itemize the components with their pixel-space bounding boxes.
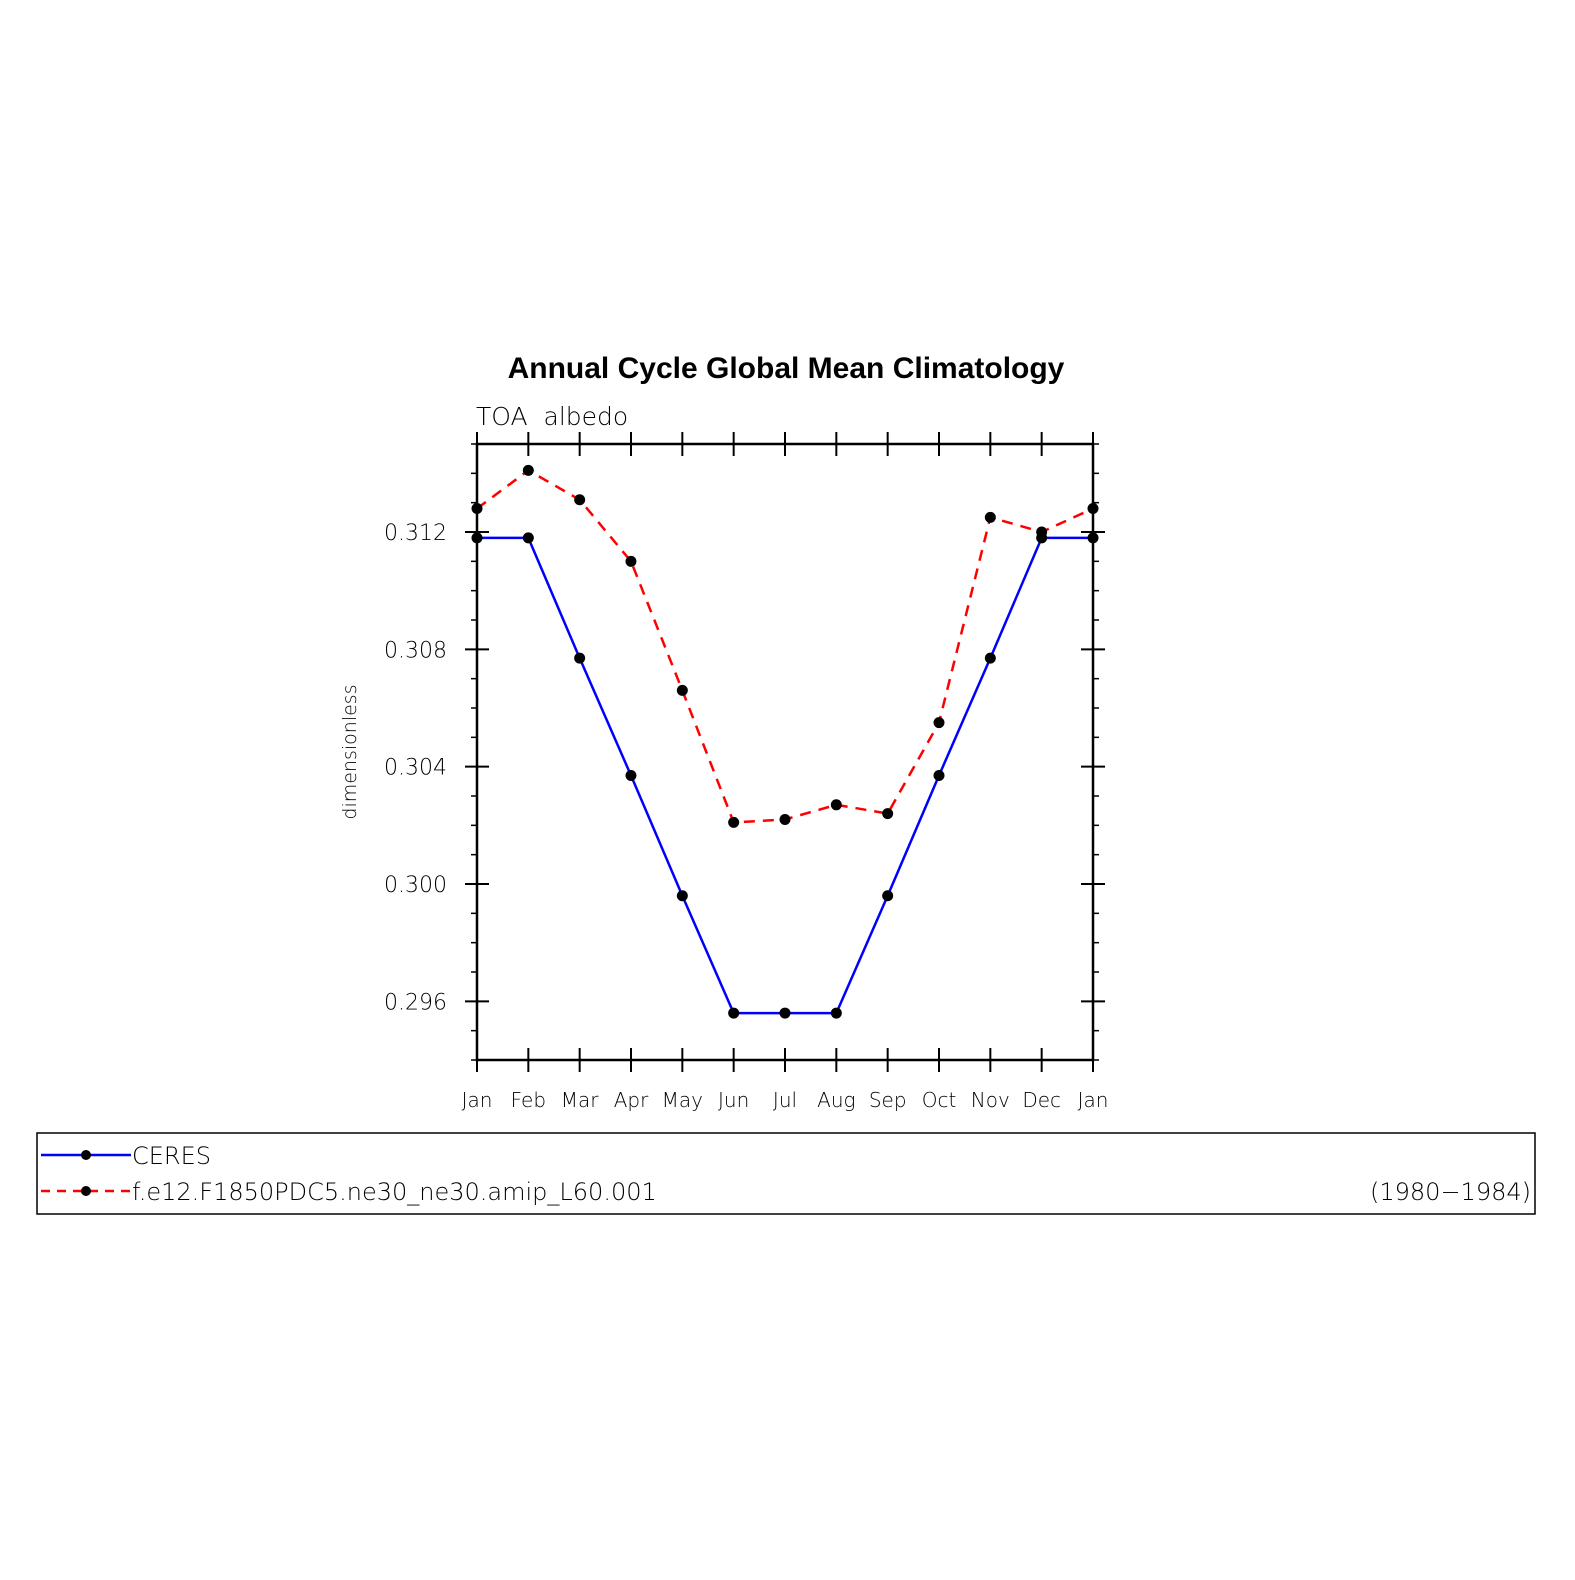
x-tick-label: Sep — [869, 1088, 907, 1112]
x-tick-label: Mar — [561, 1088, 600, 1112]
series-1-point — [522, 464, 534, 476]
x-tick-label: May — [662, 1088, 703, 1112]
legend-marker-ceres — [81, 1150, 91, 1160]
series-0-point — [522, 532, 534, 544]
series-1-point — [779, 813, 791, 825]
x-tick-label: Jan — [462, 1088, 493, 1112]
series-1-point — [728, 816, 740, 828]
x-tick-label: Jun — [718, 1088, 749, 1112]
series-0-point — [676, 890, 688, 902]
x-tick-label: Feb — [511, 1088, 546, 1112]
series-0-point — [933, 769, 945, 781]
x-tick-label: Aug — [817, 1088, 855, 1112]
chart-title: Annual Cycle Global Mean Climatology — [508, 352, 1065, 385]
series-0-point — [471, 532, 483, 544]
legend-marker-model — [81, 1186, 91, 1196]
series-0-point — [574, 652, 586, 664]
legend: CERES f.e12.F1850PDC5.ne30_ne30.amip_L60… — [36, 1132, 1536, 1215]
series-1-point — [1087, 503, 1099, 515]
series-1-point — [574, 494, 586, 506]
series-0-point — [830, 1007, 842, 1019]
series-group — [471, 464, 1099, 1019]
x-tick-label: Dec — [1022, 1088, 1061, 1112]
x-tick-label: Jan — [1078, 1088, 1109, 1112]
y-tick-label: 0.312 — [384, 521, 447, 546]
series-line-1 — [476, 469, 1094, 824]
series-0-point — [728, 1007, 740, 1019]
y-axis-label: dimensionless — [339, 684, 361, 819]
series-1-point — [830, 799, 842, 811]
legend-label-ceres: CERES — [132, 1142, 211, 1170]
series-1-point — [1036, 526, 1048, 538]
y-tick-label: 0.296 — [384, 990, 447, 1015]
series-1-point — [625, 555, 637, 567]
series-1-point — [882, 808, 894, 820]
series-line-0 — [477, 536, 1093, 1015]
axes-group: Jan Feb Mar Apr May Jun Jul Aug Sep Oct Nov Dec Jan 0… — [384, 432, 1108, 1112]
series-1-point — [984, 511, 996, 523]
series-0-point — [625, 769, 637, 781]
legend-box — [36, 1132, 1536, 1215]
legend-period-note: (1980−1984) — [1370, 1178, 1531, 1206]
chart-subtitle: TOA albedo — [476, 402, 628, 431]
series-0-point — [1087, 532, 1099, 544]
y-tick-label: 0.308 — [384, 638, 447, 663]
series-0-point — [882, 890, 894, 902]
x-tick-label: Nov — [971, 1088, 1010, 1112]
series-1-point — [471, 503, 483, 515]
legend-label-model: f.e12.F1850PDC5.ne30_ne30.amip_L60.001 — [132, 1178, 657, 1206]
x-tick-label: Oct — [922, 1088, 957, 1112]
series-0-point — [779, 1007, 791, 1019]
series-1-point — [676, 684, 688, 696]
plot-frame — [475, 442, 1095, 1062]
x-tick-label: Apr — [614, 1088, 649, 1112]
x-tick-label: Jul — [773, 1088, 797, 1112]
series-0-point — [984, 652, 996, 664]
series-1-point — [933, 717, 945, 729]
y-tick-label: 0.304 — [384, 756, 447, 781]
y-tick-label: 0.300 — [384, 873, 447, 898]
